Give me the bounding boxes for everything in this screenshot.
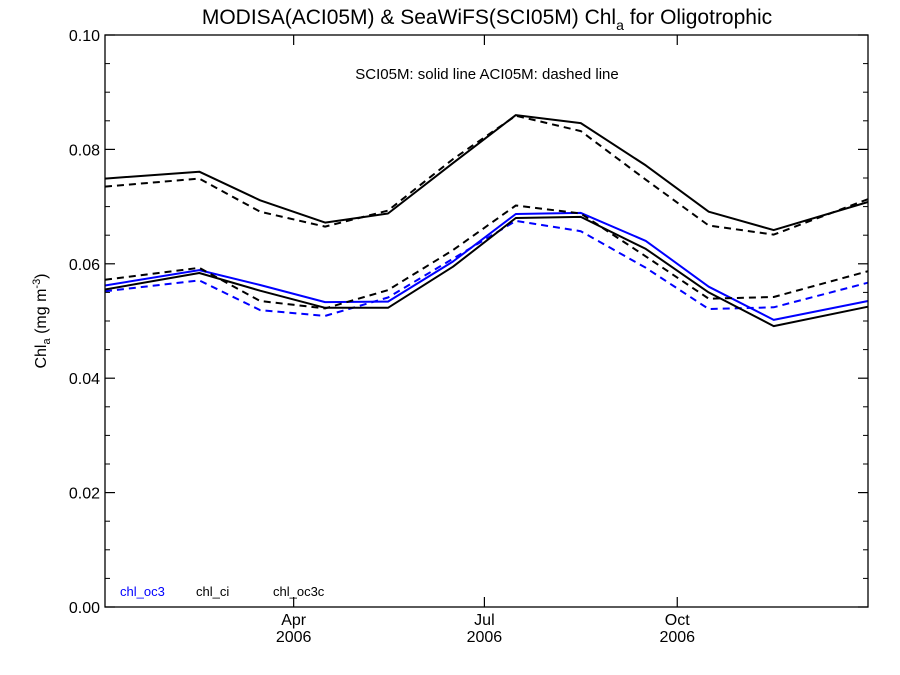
x-tick-month: Oct	[665, 612, 690, 629]
plot-frame	[104, 34, 869, 608]
line-style-annotation: SCI05M: solid line ACI05M: dashed line	[355, 66, 618, 83]
chart-title: MODISA(ACI05M) & SeaWiFS(SCI05M) Chla fo…	[202, 6, 772, 33]
x-tick-year: 2006	[467, 629, 503, 646]
legend-entry-chl-ci: chl_ci	[196, 584, 229, 599]
series-line-chl-oc3-sci05m	[104, 211, 869, 321]
x-tick-year: 2006	[276, 629, 312, 646]
y-tick-label: 0.02	[69, 486, 100, 503]
y-tick-label: 0.06	[69, 257, 100, 274]
x-tick-labels: Apr 2006 Jul 2006 Oct 2006	[276, 612, 695, 646]
x-tick-month: Jul	[474, 612, 494, 629]
y-tick-label: 0.10	[69, 28, 100, 45]
x-tick-month: Apr	[281, 612, 307, 629]
y-tick-labels: 0.00 0.02 0.04 0.06 0.08 0.10	[69, 28, 100, 617]
series-line-chl-oc3c-sci05m	[104, 114, 869, 232]
y-tick-label: 0.00	[69, 600, 100, 617]
series-line-chl-ci-aci05m	[104, 204, 869, 310]
y-tick-label: 0.04	[69, 371, 100, 388]
series-layer	[104, 114, 869, 328]
legend-entry-chl-oc3c: chl_oc3c	[273, 584, 325, 599]
y-tick-label: 0.08	[69, 142, 100, 159]
legend-entry-chl-oc3: chl_oc3	[120, 584, 165, 599]
tick-layer	[105, 34, 868, 608]
legend: chl_oc3 chl_ci chl_oc3c	[120, 584, 325, 599]
x-tick-year: 2006	[659, 629, 695, 646]
series-line-chl-oc3c-aci05m	[104, 114, 869, 236]
y-axis-label: Chla (mg m-3)	[31, 273, 53, 368]
